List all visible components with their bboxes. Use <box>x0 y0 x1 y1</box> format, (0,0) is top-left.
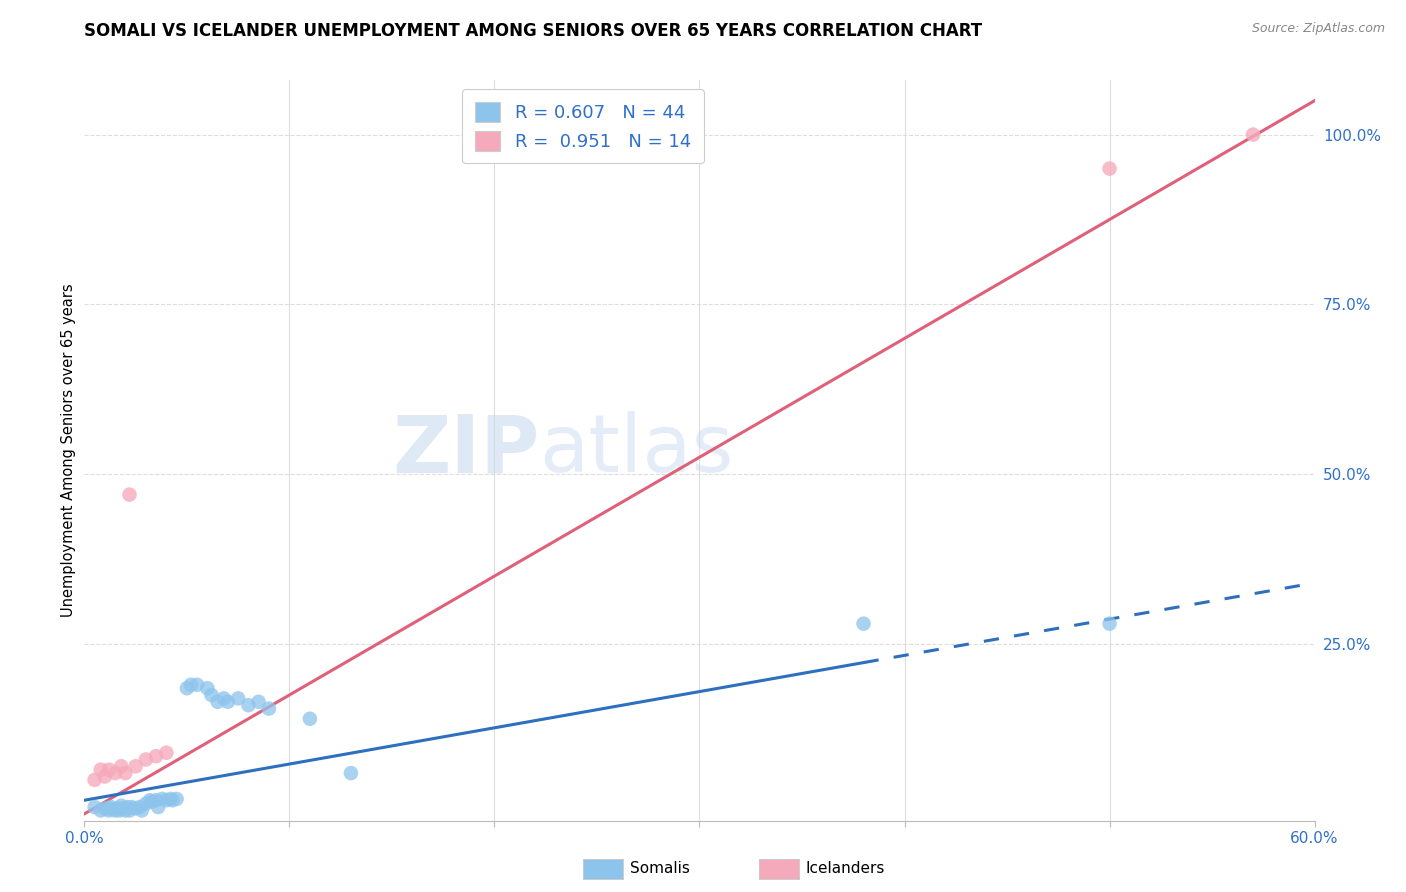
Point <box>98 801 121 815</box>
Point <box>114 804 136 818</box>
Point <box>90 804 112 818</box>
Point <box>141 795 163 809</box>
Point <box>1098 161 1121 176</box>
Point <box>124 801 146 815</box>
Point <box>186 678 208 692</box>
Point <box>176 681 198 696</box>
Point <box>128 800 150 814</box>
Point <box>118 487 141 501</box>
Point <box>298 712 321 726</box>
Point <box>105 801 128 815</box>
Point <box>110 759 132 773</box>
Point <box>94 801 117 815</box>
Point <box>150 792 173 806</box>
Text: atlas: atlas <box>540 411 734 490</box>
Point <box>98 763 121 777</box>
Point <box>131 804 153 818</box>
Point <box>212 691 235 706</box>
Point <box>90 763 112 777</box>
Point <box>94 770 117 784</box>
Point <box>1098 616 1121 631</box>
Text: Somalis: Somalis <box>630 862 690 876</box>
Point <box>155 746 177 760</box>
Point <box>135 797 157 811</box>
Point <box>100 800 122 814</box>
Point <box>155 793 177 807</box>
Text: ZIP: ZIP <box>392 411 540 490</box>
Point <box>110 798 132 813</box>
Point <box>217 695 239 709</box>
Point <box>340 766 363 780</box>
Point <box>226 691 249 706</box>
Point <box>83 772 105 787</box>
Legend: R = 0.607   N = 44, R =  0.951   N = 14: R = 0.607 N = 44, R = 0.951 N = 14 <box>463 89 704 163</box>
Text: SOMALI VS ICELANDER UNEMPLOYMENT AMONG SENIORS OVER 65 YEARS CORRELATION CHART: SOMALI VS ICELANDER UNEMPLOYMENT AMONG S… <box>84 22 983 40</box>
Text: Source: ZipAtlas.com: Source: ZipAtlas.com <box>1251 22 1385 36</box>
Text: Icelanders: Icelanders <box>806 862 884 876</box>
Point <box>145 749 167 764</box>
Point <box>145 793 167 807</box>
Point <box>104 804 127 818</box>
Point <box>114 766 136 780</box>
Point <box>238 698 260 713</box>
Y-axis label: Unemployment Among Seniors over 65 years: Unemployment Among Seniors over 65 years <box>60 284 76 617</box>
Point <box>139 793 162 807</box>
Point <box>257 701 280 715</box>
Point <box>110 801 132 815</box>
Point <box>83 800 105 814</box>
Point <box>104 766 127 780</box>
Point <box>207 695 229 709</box>
Point <box>108 804 131 818</box>
Point <box>148 800 170 814</box>
Point <box>159 792 181 806</box>
Point <box>135 752 157 766</box>
Point <box>166 792 188 806</box>
Point <box>852 616 875 631</box>
Point <box>117 800 139 814</box>
Point <box>200 688 222 702</box>
Point <box>247 695 270 709</box>
Point <box>197 681 219 696</box>
Point <box>162 793 184 807</box>
Point <box>124 759 146 773</box>
Point <box>180 678 202 692</box>
Point <box>118 804 141 818</box>
Point <box>98 804 121 818</box>
Point <box>121 800 143 814</box>
Point <box>1241 128 1264 142</box>
